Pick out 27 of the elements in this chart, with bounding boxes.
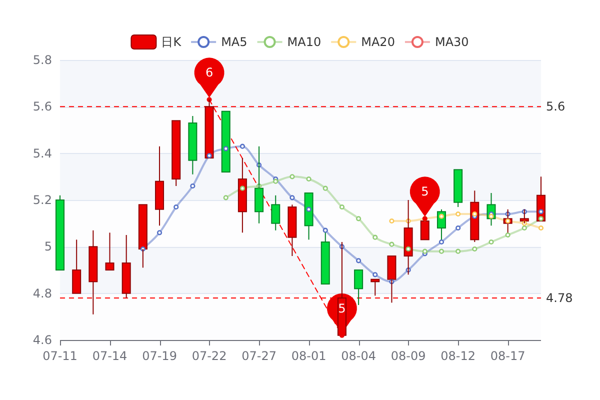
x-tick-label: 07-14 [92, 349, 128, 363]
x-tick-label: 08-01 [291, 349, 326, 363]
legend-label: 日K [161, 35, 182, 49]
legend-label: MA30 [434, 35, 469, 49]
y-tick-label: 4.8 [32, 286, 52, 300]
y-tick-label: 5.8 [32, 53, 52, 67]
legend-label: MA10 [287, 35, 322, 49]
x-tick-label: 07-22 [192, 349, 227, 363]
x-tick-label: 07-11 [42, 349, 78, 363]
x-tick-label: 08-09 [390, 349, 426, 363]
x-tick-label: 08-04 [341, 349, 376, 363]
x-tick-label: 07-27 [242, 349, 276, 363]
x-tick-label: 08-12 [440, 349, 476, 363]
data-label: 6 [205, 66, 214, 80]
data-label: 5 [421, 184, 429, 199]
data-label: 5 [338, 301, 346, 316]
legend-label: MA5 [221, 35, 248, 49]
y-tick-label: 5.2 [32, 193, 52, 207]
y-tick-label: 5 [44, 240, 52, 254]
y-tick-label: 4.6 [32, 333, 52, 347]
x-tick-label: 08-17 [490, 349, 526, 363]
ref-line-label: 4.78 [546, 291, 573, 305]
y-tick-label: 5.4 [32, 146, 52, 160]
y-tick-label: 5.6 [32, 100, 52, 114]
legend-label: MA20 [361, 35, 395, 49]
x-tick-label: 07-19 [142, 349, 177, 363]
ref-line-label: 5.6 [546, 100, 566, 114]
